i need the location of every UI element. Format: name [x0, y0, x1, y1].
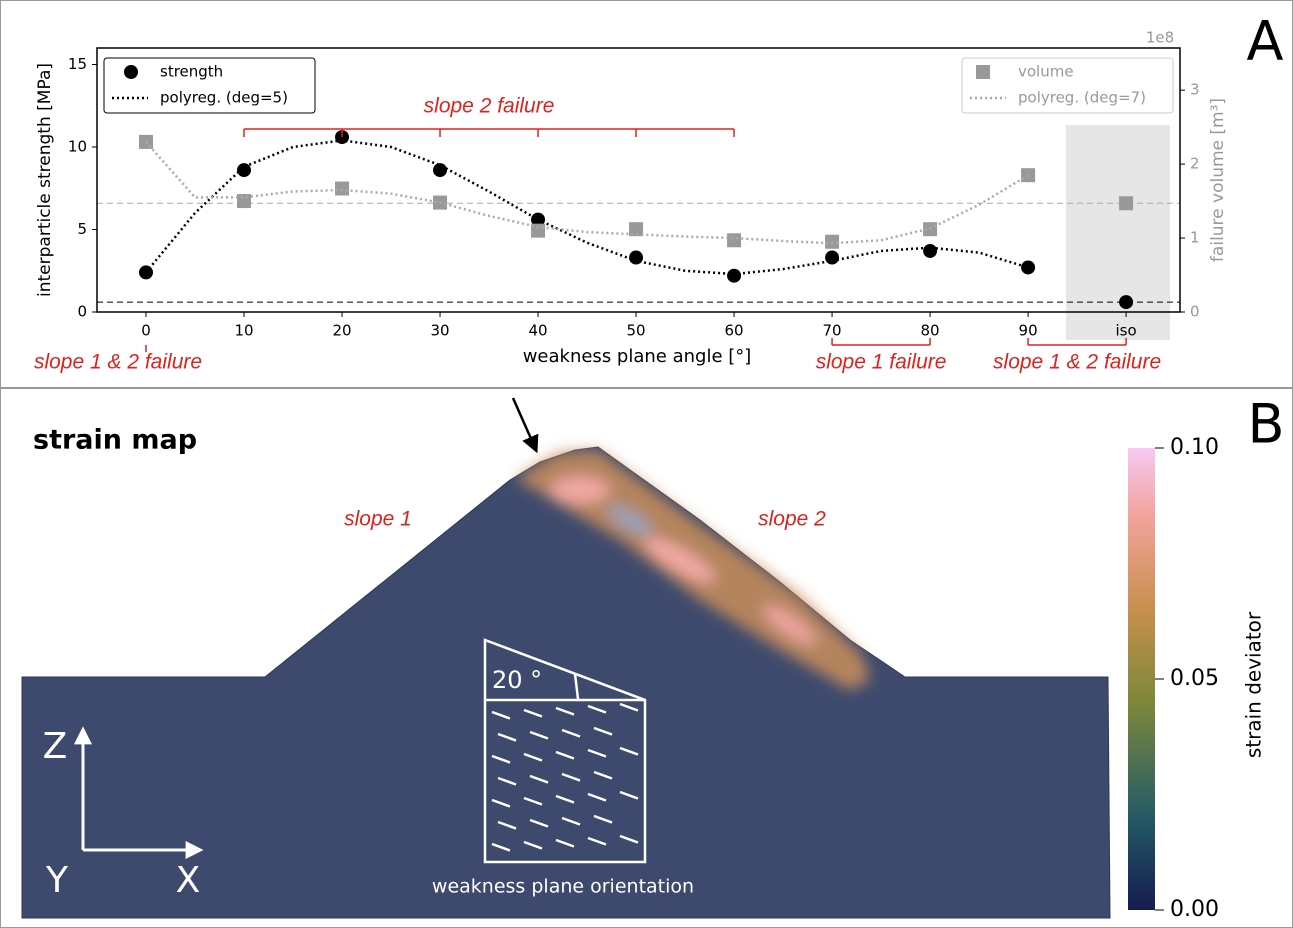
x-axis-label: weakness plane angle [°] [523, 346, 752, 367]
point [433, 163, 447, 177]
legend-marker [976, 65, 990, 79]
x-tick-label: 90 [1019, 322, 1038, 340]
x-tick-label: 10 [234, 322, 253, 340]
colorbar-tick-label: 0.05 [1170, 666, 1219, 691]
annotation: slope 2 failure [424, 95, 555, 118]
legend-marker [124, 65, 138, 79]
y-tick-label: 5 [77, 220, 87, 238]
axis-letter: Z [43, 726, 68, 767]
x-tick-label: iso [1116, 322, 1137, 340]
y2-tick-label: 2 [1190, 155, 1200, 173]
annotation: slope 1 failure [816, 351, 947, 374]
mountain [22, 447, 1110, 918]
x-tick-label: 30 [430, 322, 449, 340]
inset-caption: weakness plane orientation [432, 876, 694, 898]
point [1119, 295, 1133, 309]
map-title: strain map [33, 425, 197, 456]
axis-letter: X [176, 860, 201, 901]
point [237, 163, 251, 177]
page: A B interparticle strength [MPa] failure… [0, 0, 1293, 928]
fit-curve [146, 142, 1028, 243]
colorbar-tick-label: 0.10 [1170, 435, 1219, 460]
colorbar-label: strain deviator [1242, 611, 1266, 758]
slope-label: slope 1 [344, 508, 412, 531]
y2-tick-label: 3 [1190, 81, 1200, 99]
y2-multiplier: 1e8 [1146, 29, 1174, 47]
point [825, 251, 839, 265]
x-tick-label: 40 [528, 322, 547, 340]
point [237, 194, 251, 208]
x-tick-label: 20 [332, 322, 351, 340]
point [629, 222, 643, 236]
panel-label: B [1247, 393, 1284, 456]
colorbar-tick-label: 0.00 [1170, 897, 1219, 922]
arrow [513, 398, 536, 450]
annotation: slope 1 & 2 failure [993, 351, 1161, 374]
annotation: slope 1 & 2 failure [34, 351, 202, 374]
y-tick-label: 10 [68, 138, 87, 156]
x-tick-label: 60 [725, 322, 744, 340]
panel-label: A [1247, 10, 1284, 73]
y2-tick-label: 0 [1190, 303, 1200, 321]
iso-shade [1066, 125, 1170, 340]
point [335, 182, 349, 196]
y-tick-label: 15 [68, 55, 87, 73]
point [727, 269, 741, 283]
legend-label: strength [160, 63, 223, 81]
point [629, 251, 643, 265]
slope-label: slope 2 [758, 508, 826, 531]
legend-label: polyreg. (deg=7) [1018, 89, 1146, 107]
y-tick-label: 0 [77, 303, 87, 321]
point [727, 233, 741, 247]
fit-curve [146, 140, 1028, 274]
colorbar [1128, 448, 1155, 910]
point [1119, 196, 1133, 210]
point [923, 244, 937, 258]
x-tick-label: 80 [921, 322, 940, 340]
legend-label: volume [1018, 63, 1074, 81]
figure: A B interparticle strength [MPa] failure… [0, 0, 1293, 928]
angle-label: 20 ° [492, 666, 542, 694]
y2-axis-label: failure volume [m³] [1208, 98, 1228, 262]
legend-label: polyreg. (deg=5) [160, 89, 288, 107]
point [1021, 260, 1035, 274]
y-axis-label: interparticle strength [MPa] [35, 63, 55, 297]
axis-letter: Y [45, 860, 69, 901]
x-tick-label: 0 [141, 322, 151, 340]
point [1021, 168, 1035, 182]
x-tick-label: 50 [627, 322, 646, 340]
x-tick-label: 70 [823, 322, 842, 340]
y2-tick-label: 1 [1190, 229, 1200, 247]
